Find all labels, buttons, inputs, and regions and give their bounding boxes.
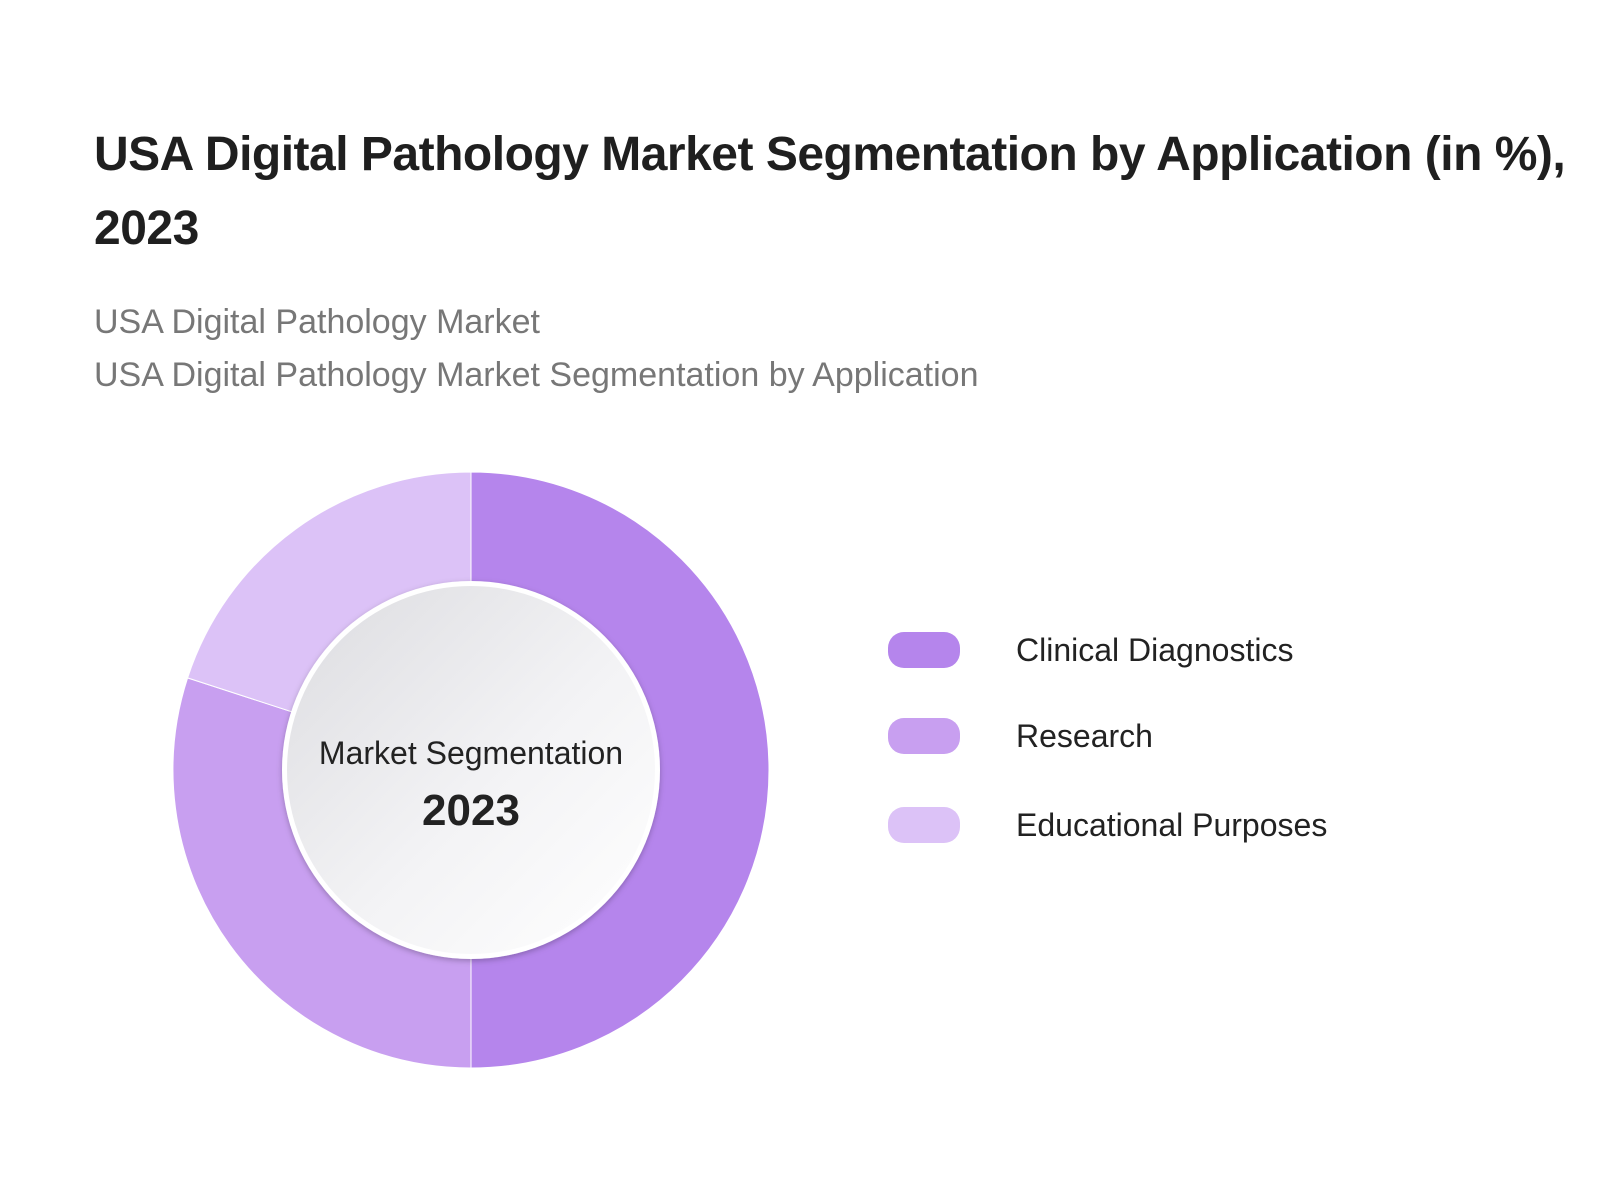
legend-swatch [888, 807, 960, 843]
legend-swatch [888, 632, 960, 668]
legend-item-research[interactable]: Research [888, 716, 1528, 756]
donut-center-label: Market Segmentation [319, 735, 623, 771]
legend-label: Educational Purposes [1016, 807, 1328, 843]
legend-swatch [888, 718, 960, 754]
donut-center-fill [287, 586, 655, 954]
legend-label: Clinical Diagnostics [1016, 632, 1294, 668]
chart-subtitle-segmentation: USA Digital Pathology Market Segmentatio… [94, 356, 979, 394]
chart-title: USA Digital Pathology Market Segmentatio… [94, 128, 1566, 255]
legend-item-educational-purposes[interactable]: Educational Purposes [888, 805, 1528, 845]
legend-label: Research [1016, 718, 1153, 754]
donut-center-year: 2023 [422, 786, 520, 835]
legend-item-clinical-diagnostics[interactable]: Clinical Diagnostics [888, 630, 1528, 670]
chart-subtitle-market: USA Digital Pathology Market [94, 303, 540, 341]
